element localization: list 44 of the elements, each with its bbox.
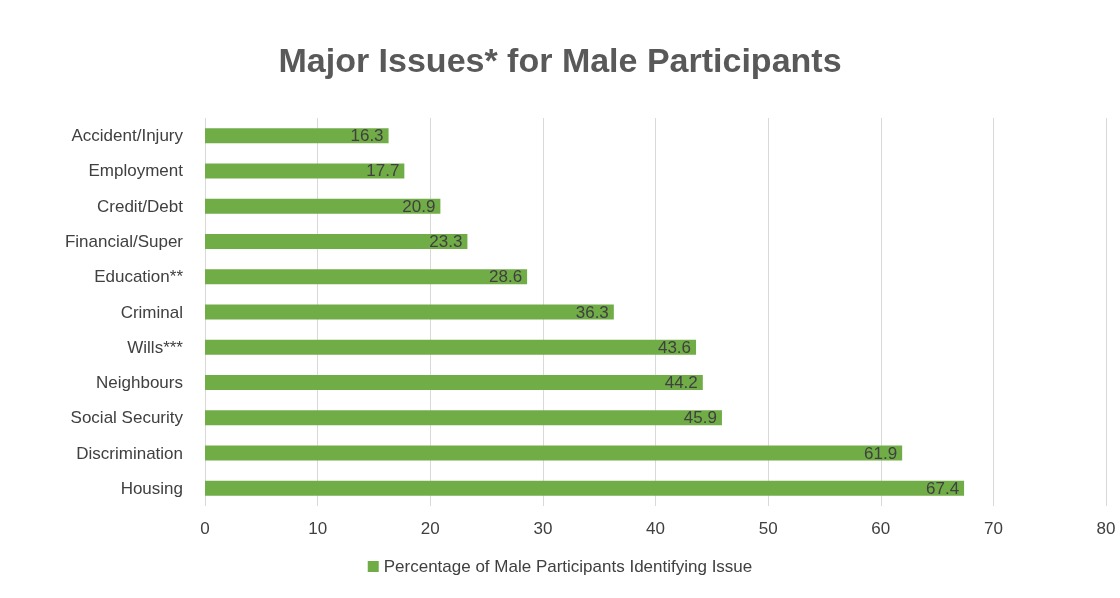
y-tick-label: Employment xyxy=(88,161,184,181)
bar xyxy=(205,163,405,179)
chart-title: Major Issues* for Male Participants xyxy=(278,41,842,79)
bar xyxy=(205,339,697,355)
legend-label: Percentage of Male Participants Identifying Issue xyxy=(383,557,753,576)
bar xyxy=(205,128,389,144)
bar xyxy=(205,198,441,214)
x-tick-label: 40 xyxy=(646,519,665,538)
data-label: 61.9 xyxy=(864,443,898,463)
x-tick-label: 70 xyxy=(983,519,1003,538)
x-tick-label: 50 xyxy=(758,519,778,538)
y-tick-label: Credit/Debt xyxy=(97,196,184,216)
data-label: 36.3 xyxy=(575,302,609,322)
x-tick-label: 0 xyxy=(200,519,210,538)
y-tick-label: Neighbours xyxy=(96,373,183,393)
data-label: 45.9 xyxy=(683,408,717,428)
x-tick-label: 80 xyxy=(1096,519,1116,538)
data-label: 20.9 xyxy=(402,196,436,216)
y-tick-label: Social Security xyxy=(70,408,184,428)
data-label: 44.2 xyxy=(664,373,698,393)
x-tick-label: 10 xyxy=(308,519,328,538)
y-tick-label: Education** xyxy=(94,267,184,287)
bar xyxy=(205,480,965,496)
data-label: 28.6 xyxy=(489,267,523,287)
x-tick-label: 30 xyxy=(533,519,553,538)
y-tick-label: Wills*** xyxy=(127,337,184,357)
bar xyxy=(205,233,468,249)
bar xyxy=(205,410,722,426)
y-tick-label: Accident/Injury xyxy=(71,126,184,146)
bar xyxy=(205,304,614,320)
data-label: 17.7 xyxy=(366,161,400,181)
data-label: 43.6 xyxy=(657,337,692,357)
y-tick-label: Housing xyxy=(120,478,183,498)
bar xyxy=(205,269,528,285)
y-tick-label: Criminal xyxy=(120,302,183,322)
bar xyxy=(205,375,703,391)
bar xyxy=(205,445,903,461)
data-label: 23.3 xyxy=(429,231,463,251)
x-tick-label: 20 xyxy=(420,519,440,538)
data-label: 16.3 xyxy=(350,126,384,146)
x-tick-label: 60 xyxy=(871,519,891,538)
y-tick-label: Discrimination xyxy=(76,443,183,463)
y-tick-label: Financial/Super xyxy=(64,231,184,251)
data-label: 67.4 xyxy=(926,478,960,498)
